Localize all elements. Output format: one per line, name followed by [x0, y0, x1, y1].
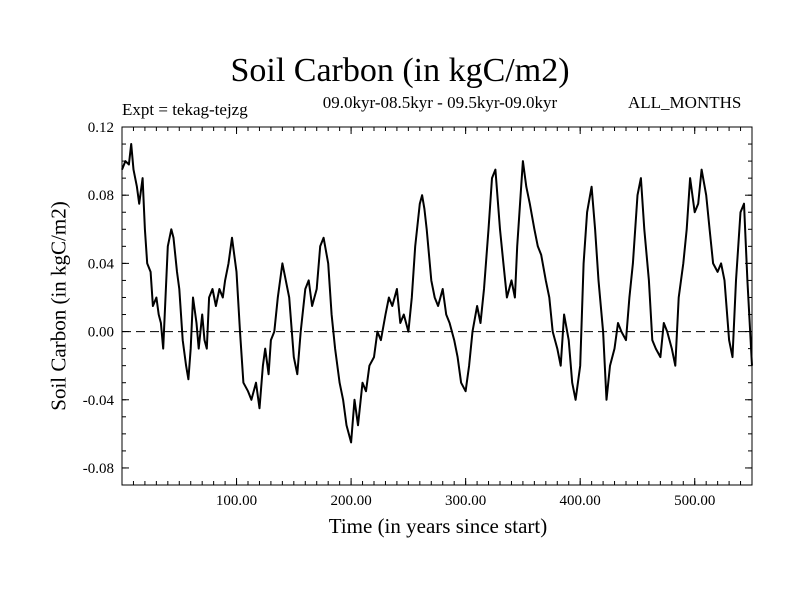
chart-title: Soil Carbon (in kgC/m2) — [230, 52, 570, 89]
x-tick-label: 100.00 — [216, 493, 257, 509]
x-axis-label: Time (in years since start) — [328, 514, 548, 538]
y-tick-label: 0.12 — [88, 120, 114, 136]
chart-subtitle: 09.0kyr-08.5kyr - 09.5kyr-09.0kyr — [322, 93, 558, 112]
y-tick-label: -0.04 — [83, 393, 115, 409]
y-tick-label: 0.08 — [88, 188, 114, 204]
x-tick-label: 500.00 — [674, 493, 715, 509]
y-tick-label: 0.00 — [88, 325, 114, 341]
series-group — [121, 143, 753, 444]
experiment-label: Expt = tekag-tejzg — [122, 100, 248, 119]
plot-frame — [121, 126, 753, 486]
y-tick-label: -0.08 — [83, 461, 114, 477]
series-line — [121, 143, 753, 444]
y-tick-label: 0.04 — [88, 256, 115, 272]
x-tick-label: 400.00 — [560, 493, 601, 509]
x-tick-label: 200.00 — [330, 493, 371, 509]
axes: -0.08 -0.04 0.00 0.04 0.08 0.12 100.00 200.00 30… — [83, 120, 753, 509]
months-label: ALL_MONTHS — [628, 93, 742, 112]
x-tick-label: 300.00 — [445, 493, 486, 509]
